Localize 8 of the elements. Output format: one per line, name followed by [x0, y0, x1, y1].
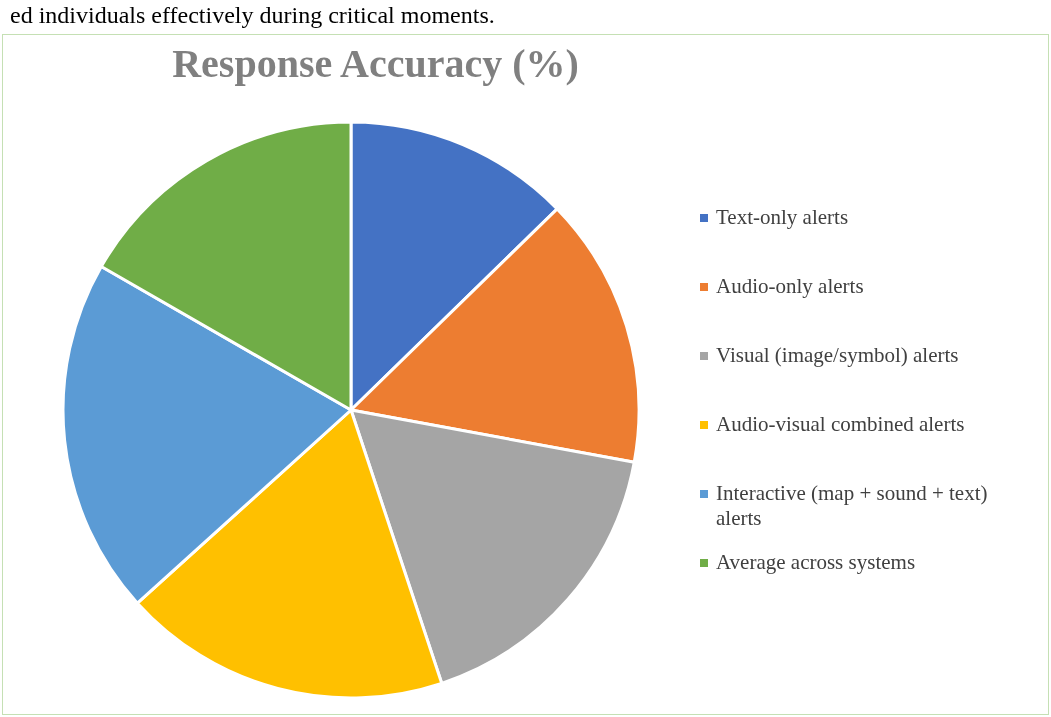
- text: ed individuals effectively during critical moments.: [10, 2, 495, 29]
- legend-label: Average across systems: [716, 550, 916, 575]
- legend-label: Audio-visual combined alerts: [716, 412, 965, 437]
- legend-label: Audio-only alerts: [716, 274, 864, 299]
- legend-label: Interactive (map + sound + text) alerts: [716, 481, 989, 531]
- legend-label: Text-only alerts: [716, 205, 849, 230]
- legend-label: Visual (image/symbol) alerts: [716, 343, 959, 368]
- chart-title: Response Accuracy (%): [171, 40, 580, 87]
